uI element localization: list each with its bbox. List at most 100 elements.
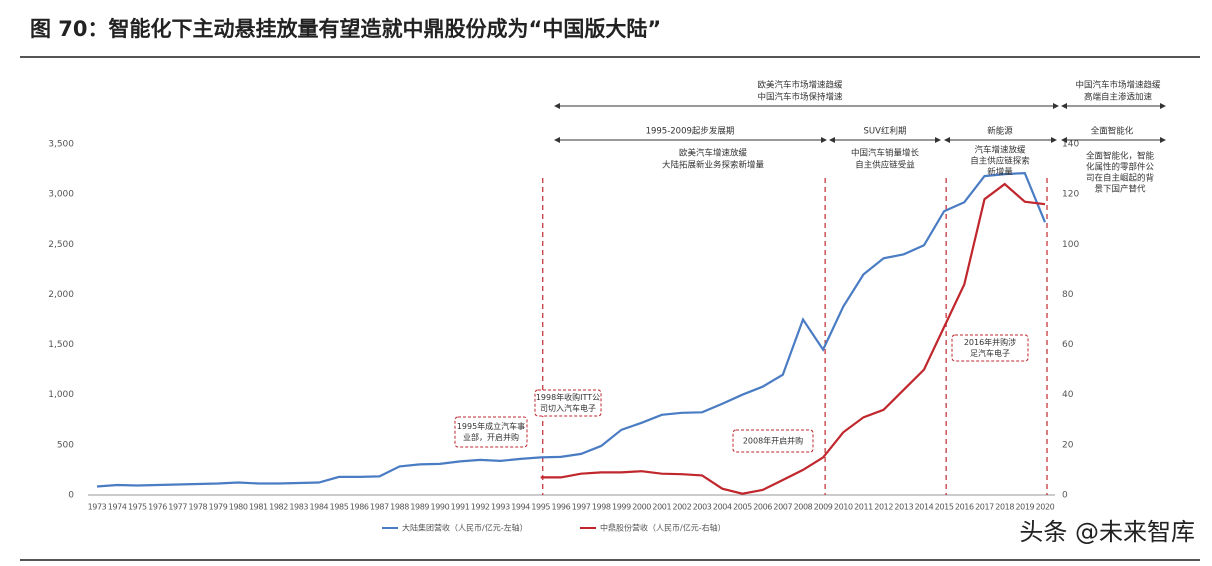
annotation: 全面智能化，智能 [1086, 151, 1155, 162]
x-tick-label: 2010 [834, 503, 853, 512]
y-tick-label: 0 [68, 491, 74, 501]
x-tick-label: 2015 [935, 503, 954, 512]
page-title: 图 70：智能化下主动悬挂放量有望造就中鼎股份成为“中国版大陆” [30, 17, 661, 41]
y2-tick-label: 20 [1062, 440, 1074, 450]
annotation: 自主供应链受益 [855, 160, 915, 171]
x-tick-label: 2020 [1036, 503, 1055, 512]
x-tick-label: 1989 [410, 503, 429, 512]
x-tick-label: 2001 [652, 503, 671, 512]
x-tick-label: 2000 [632, 503, 651, 512]
series-line [96, 171, 1047, 488]
annotation: 欧美汽车增速放缓 [679, 148, 748, 159]
annotation: 1995-2009起步发展期 [646, 126, 735, 137]
legend-label: 中鼎股份营收（人民币/亿元-右轴） [600, 523, 726, 533]
callout-text: 2016年并购涉 [964, 337, 1016, 347]
x-tick-label: 1977 [168, 503, 187, 512]
x-tick-label: 2019 [1015, 503, 1034, 512]
y2-tick-label: 120 [1062, 190, 1079, 200]
x-tick-label: 1987 [370, 503, 389, 512]
y2-tick-label: 60 [1062, 340, 1074, 350]
x-tick-label: 1986 [350, 503, 369, 512]
callout-text: 1995年成立汽车事 [457, 421, 525, 431]
y2-tick-label: 140 [1062, 140, 1079, 150]
x-tick-label: 1976 [148, 503, 167, 512]
series-line [540, 182, 1046, 495]
y2-tick-label: 40 [1062, 390, 1074, 400]
x-tick-label: 2004 [713, 503, 732, 512]
x-tick-label: 2009 [814, 503, 833, 512]
annotation: 司在自主崛起的背 [1086, 173, 1155, 184]
y2-tick-label: 80 [1062, 290, 1074, 300]
x-tick-label: 1991 [451, 503, 470, 512]
x-tick-label: 2002 [673, 503, 692, 512]
x-tick-label: 1981 [249, 503, 268, 512]
annotation: 大陆拓展新业务探索新增量 [662, 160, 765, 171]
x-tick-label: 1997 [572, 503, 591, 512]
annotation: 中国汽车市场保持增速 [757, 92, 843, 103]
annotation: 自主供应链探索 [970, 156, 1030, 167]
y-tick-label: 500 [57, 440, 74, 450]
x-tick-label: 2003 [693, 503, 712, 512]
x-tick-label: 2014 [915, 503, 934, 512]
callout-text: 司切入汽车电子 [540, 403, 596, 413]
annotation: 化属性的零部件公 [1086, 162, 1155, 173]
annotation: 新能源 [987, 126, 1013, 137]
x-tick-label: 2008 [794, 503, 813, 512]
x-tick-label: 1999 [612, 503, 631, 512]
x-tick-label: 1995 [531, 503, 550, 512]
callout-box [534, 389, 602, 417]
callout-text: 1998年收购ITT公 [536, 392, 600, 402]
x-tick-label: 1990 [431, 503, 450, 512]
x-tick-label: 2011 [854, 503, 873, 512]
callout-text: 2008年开启并购 [743, 436, 803, 446]
y2-tick-label: 100 [1062, 240, 1079, 250]
x-tick-label: 1994 [511, 503, 530, 512]
x-tick-label: 1973 [88, 503, 107, 512]
callout-box [454, 416, 528, 448]
x-tick-label: 2006 [753, 503, 772, 512]
x-tick-label: 1980 [229, 503, 248, 512]
annotation: 中国汽车市场增速趋缓 [1075, 80, 1161, 91]
callout-text: 足汽车电子 [970, 348, 1010, 358]
annotation: 全面智能化 [1091, 126, 1134, 137]
callout-text: 业部，开启并购 [463, 432, 519, 442]
x-tick-label: 2017 [975, 503, 994, 512]
y-tick-label: 2,000 [48, 290, 74, 300]
x-tick-label: 1978 [188, 503, 207, 512]
annotation: SUV红利期 [864, 126, 907, 137]
y-tick-label: 3,500 [48, 140, 74, 150]
x-tick-label: 1974 [108, 503, 127, 512]
x-tick-label: 1988 [390, 503, 409, 512]
x-tick-label: 1993 [491, 503, 510, 512]
y-tick-label: 1,000 [48, 390, 74, 400]
annotation: 中国汽车销量增长 [851, 148, 920, 159]
annotation: 景下国产替代 [1094, 184, 1146, 195]
legend-label: 大陆集团营收（人民币/亿元-左轴） [402, 523, 528, 533]
callout-box [951, 334, 1029, 362]
x-tick-label: 2007 [773, 503, 792, 512]
annotation: 汽车增速放缓 [974, 145, 1026, 156]
x-tick-label: 1998 [592, 503, 611, 512]
annotation: 欧美汽车市场增速趋缓 [757, 80, 843, 91]
x-tick-label: 2016 [955, 503, 974, 512]
annotation: 高端自主渗透加速 [1084, 92, 1153, 103]
x-tick-label: 1984 [309, 503, 328, 512]
annotation: 新增量 [987, 167, 1013, 178]
x-tick-label: 2018 [995, 503, 1014, 512]
x-tick-label: 2013 [894, 503, 913, 512]
x-tick-label: 1982 [269, 503, 288, 512]
y2-tick-label: 0 [1062, 491, 1068, 501]
y-tick-label: 1,500 [48, 340, 74, 350]
x-tick-label: 1985 [330, 503, 349, 512]
callout-box [732, 429, 814, 453]
x-tick-label: 1979 [209, 503, 228, 512]
x-tick-label: 1992 [471, 503, 490, 512]
y-tick-label: 2,500 [48, 240, 74, 250]
y-tick-label: 3,000 [48, 190, 74, 200]
x-tick-label: 1975 [128, 503, 147, 512]
x-tick-label: 2005 [733, 503, 752, 512]
x-tick-label: 1996 [552, 503, 571, 512]
x-tick-label: 2012 [874, 503, 893, 512]
watermark: 头条 @未来智库 [1019, 518, 1195, 546]
